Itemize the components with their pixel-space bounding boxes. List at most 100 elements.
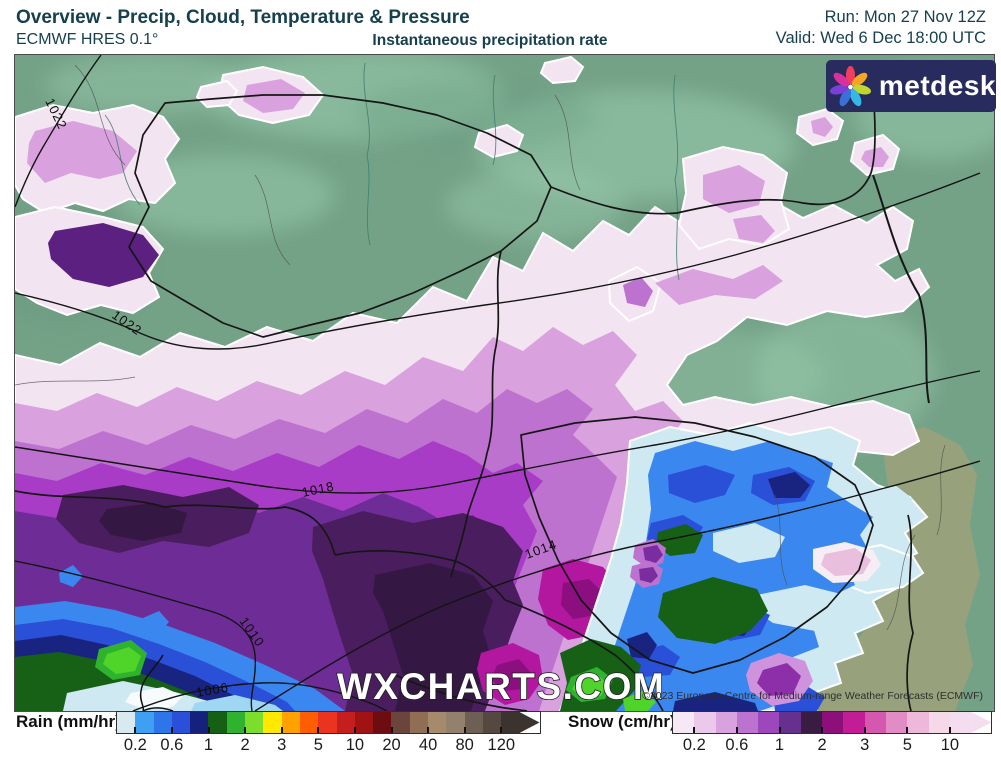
rain_legend-segment <box>226 712 246 733</box>
snow_legend-tickmark <box>906 727 909 733</box>
snow-colorbar <box>672 711 993 734</box>
snow_legend-tick-label: 10 <box>940 736 960 754</box>
isobar-label-1018: 1018 <box>301 478 336 500</box>
rain_legend-tick-label: 1 <box>203 736 214 754</box>
snow_legend-segment <box>843 712 865 733</box>
rain_legend-tickmark <box>170 727 173 733</box>
valid-time-label: Valid: Wed 6 Dec 18:00 UTC <box>775 29 986 47</box>
weather-map: 1022 1022 1018 1014 1010 1006 WXCHARTS.C… <box>0 50 1001 712</box>
rain_legend-tick-label: 40 <box>418 736 438 754</box>
rain_legend-segment <box>391 712 410 733</box>
rain_legend-tickmark <box>463 727 466 733</box>
snow_legend-segment <box>822 712 844 733</box>
snow_legend-segment <box>885 712 908 733</box>
snow_legend-segment <box>800 712 823 733</box>
rain-colorbar <box>116 711 541 734</box>
rain_legend-segment <box>281 712 300 733</box>
isobar-1022-long <box>14 172 981 350</box>
rain_legend-segment <box>446 712 465 733</box>
rain_legend-tick-label: 20 <box>382 736 401 754</box>
rain_legend-segment <box>482 712 502 733</box>
rain_legend-tickmark <box>390 727 393 733</box>
rain_legend-tickmark <box>244 727 247 733</box>
rain_legend-tickmark <box>500 727 503 733</box>
rain_legend-segment <box>245 712 264 733</box>
rain_legend-segment <box>153 712 172 733</box>
rain_legend-tick-label: 80 <box>455 736 474 754</box>
snow_legend-segment <box>673 712 695 733</box>
rain_legend-tickmark <box>353 727 356 733</box>
rain_legend-segment <box>501 712 520 733</box>
rain_legend-segment <box>428 712 447 733</box>
isobars <box>14 54 981 712</box>
snow_legend-tick-label: 0.2 <box>682 736 706 754</box>
snow_legend-arrow <box>971 712 992 733</box>
rivers <box>104 62 680 281</box>
rain_legend-tickmark <box>207 727 210 733</box>
metdesk-flower-icon <box>829 65 872 107</box>
rain-field-southeast <box>558 421 929 712</box>
country-borders <box>14 94 930 712</box>
copyright-note: ©2023 European Centre for Medium-range W… <box>642 690 983 702</box>
snow_legend-tickmark <box>778 727 781 733</box>
rain_legend-segment <box>263 712 282 733</box>
rain_legend-tickmark <box>280 727 283 733</box>
rain_legend-segment <box>190 712 209 733</box>
rain_legend-segment <box>208 712 227 733</box>
snow_legend-segment <box>864 712 886 733</box>
parameter-subtitle: Instantaneous precipitation rate <box>372 32 608 49</box>
snow_legend-segment <box>694 712 716 733</box>
isobar-1018 <box>14 370 981 494</box>
model-label: ECMWF HRES 0.1° <box>16 31 159 48</box>
metdesk-brand-text: metdesk <box>878 70 996 101</box>
snow_legend-segment <box>779 712 801 733</box>
run-time-label: Run: Mon 27 Nov 12Z <box>824 8 986 26</box>
rain_legend-tick-label: 2 <box>240 736 250 754</box>
snow_legend-segment <box>715 712 737 733</box>
rain_legend-tick-label: 0.2 <box>123 736 147 754</box>
snow_legend-tick-label: 1 <box>774 736 785 754</box>
rain_legend-segment <box>171 712 191 733</box>
rain_legend-segment <box>299 712 319 733</box>
snow_legend-tickmark <box>821 727 824 733</box>
rain_legend-segment <box>318 712 337 733</box>
admin-borders <box>14 64 946 631</box>
rain_legend-tick-label: 10 <box>345 736 365 754</box>
snow_legend-tickmark <box>735 727 738 733</box>
rain-legend-label: Rain (mm/hr) <box>16 712 121 731</box>
snow-field <box>14 55 969 712</box>
isobar-1006 <box>132 682 388 712</box>
isobar-1022-nw <box>14 54 102 208</box>
snow_legend-tick-label: 0.6 <box>725 736 749 754</box>
snow_legend-tick-label: 3 <box>860 736 870 754</box>
rain_legend-segment <box>409 712 429 733</box>
metdesk-logo: metdesk <box>826 60 996 112</box>
rain_legend-segment <box>373 712 392 733</box>
rain_legend-segment <box>117 712 136 733</box>
rain_legend-segment <box>464 712 483 733</box>
wxcharts-watermark: WXCHARTS.COM <box>337 666 665 707</box>
snow-legend-label: Snow (cm/hr) <box>568 712 676 731</box>
snow_legend-segment <box>907 712 929 733</box>
isobar-1014 <box>254 460 981 712</box>
snow_legend-segment <box>758 712 780 733</box>
snow_legend-segment <box>928 712 950 733</box>
snow_legend-tickmark <box>693 727 696 733</box>
rain_legend-tick-label: 120 <box>487 736 516 754</box>
rain_legend-tickmark <box>134 727 137 733</box>
rain_legend-segment <box>135 712 154 733</box>
rain_legend-tick-label: 3 <box>277 736 287 754</box>
snow_legend-segment <box>949 712 972 733</box>
page-title: Overview - Precip, Cloud, Temperature & … <box>16 7 470 28</box>
rain_legend-tick-label: 0.6 <box>160 736 184 754</box>
weather-map-canvas: 1022 1022 1018 1014 1010 1006 WXCHARTS.C… <box>0 50 1001 712</box>
rain_legend-tickmark <box>427 727 430 733</box>
rain_legend-tick-label: 5 <box>313 736 323 754</box>
snow_legend-tickmark <box>863 727 866 733</box>
snow_legend-tick-label: 5 <box>902 736 912 754</box>
rain_legend-tickmark <box>317 727 320 733</box>
rain_legend-segment <box>354 712 374 733</box>
rain_legend-arrow <box>519 712 540 733</box>
snow_legend-segment <box>736 712 759 733</box>
